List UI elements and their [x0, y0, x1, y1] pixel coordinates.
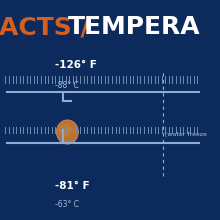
Text: TEMPERA: TEMPERA [67, 15, 200, 39]
Text: ACTS /: ACTS / [0, 15, 90, 39]
Text: [water freeze: [water freeze [165, 132, 207, 137]
Text: -126° F: -126° F [55, 61, 97, 70]
Circle shape [59, 123, 71, 136]
Text: -81° F: -81° F [55, 182, 90, 191]
Circle shape [56, 120, 78, 144]
Text: -88° C: -88° C [55, 81, 79, 90]
Text: -63° C: -63° C [55, 200, 79, 209]
